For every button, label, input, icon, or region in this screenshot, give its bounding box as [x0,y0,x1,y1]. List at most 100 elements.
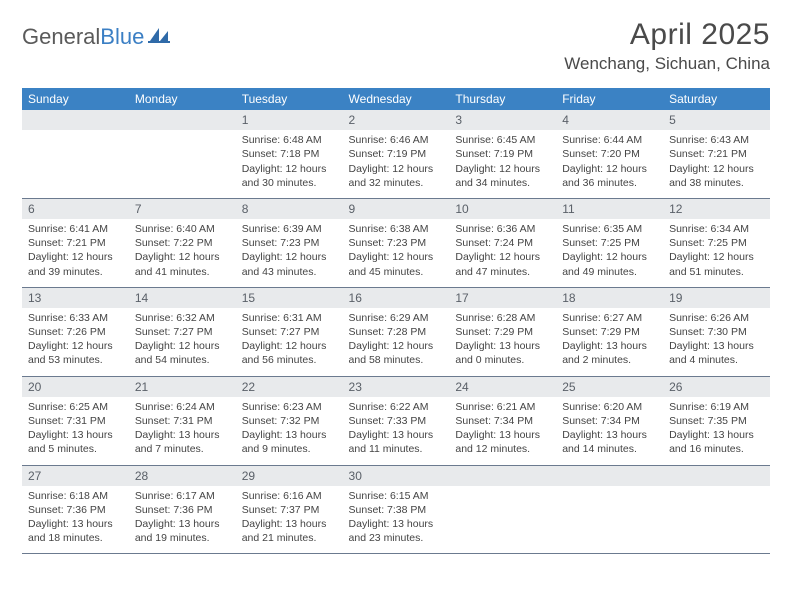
day-line: Daylight: 12 hours [562,250,657,264]
day-cell [22,110,129,198]
day-body: Sunrise: 6:22 AMSunset: 7:33 PMDaylight:… [343,397,450,465]
title-block: April 2025 Wenchang, Sichuan, China [564,18,770,74]
day-line: Sunrise: 6:40 AM [135,222,230,236]
month-title: April 2025 [564,18,770,52]
day-line: Sunset: 7:37 PM [242,503,337,517]
day-line: Sunset: 7:25 PM [562,236,657,250]
day-body: Sunrise: 6:36 AMSunset: 7:24 PMDaylight:… [449,219,556,287]
day-body: Sunrise: 6:26 AMSunset: 7:30 PMDaylight:… [663,308,770,376]
day-line: and 58 minutes. [349,353,444,367]
day-body: Sunrise: 6:46 AMSunset: 7:19 PMDaylight:… [343,130,450,198]
day-line: Sunrise: 6:31 AM [242,311,337,325]
day-line: Sunrise: 6:34 AM [669,222,764,236]
logo-text: GeneralBlue [22,24,144,50]
day-line: Daylight: 13 hours [562,339,657,353]
day-line: Daylight: 12 hours [349,250,444,264]
day-line: Sunrise: 6:20 AM [562,400,657,414]
day-cell: 19Sunrise: 6:26 AMSunset: 7:30 PMDayligh… [663,287,770,376]
day-cell [663,465,770,554]
day-line: Sunrise: 6:44 AM [562,133,657,147]
day-line: Sunset: 7:36 PM [135,503,230,517]
day-number: 22 [236,377,343,397]
day-line: Sunrise: 6:32 AM [135,311,230,325]
day-line: Sunset: 7:23 PM [242,236,337,250]
day-number: 11 [556,199,663,219]
day-body: Sunrise: 6:44 AMSunset: 7:20 PMDaylight:… [556,130,663,198]
day-number: 17 [449,288,556,308]
day-line: Sunset: 7:31 PM [28,414,123,428]
day-body [129,130,236,192]
day-number: 24 [449,377,556,397]
day-line: and 7 minutes. [135,442,230,456]
day-line: Daylight: 12 hours [242,339,337,353]
day-number: 8 [236,199,343,219]
day-number: 30 [343,466,450,486]
day-number: 6 [22,199,129,219]
day-line: Sunset: 7:32 PM [242,414,337,428]
day-body: Sunrise: 6:16 AMSunset: 7:37 PMDaylight:… [236,486,343,554]
day-body: Sunrise: 6:20 AMSunset: 7:34 PMDaylight:… [556,397,663,465]
day-cell: 10Sunrise: 6:36 AMSunset: 7:24 PMDayligh… [449,198,556,287]
day-number [22,110,129,130]
day-line: Daylight: 13 hours [135,517,230,531]
day-line: Sunrise: 6:22 AM [349,400,444,414]
day-body: Sunrise: 6:18 AMSunset: 7:36 PMDaylight:… [22,486,129,554]
day-body: Sunrise: 6:38 AMSunset: 7:23 PMDaylight:… [343,219,450,287]
day-line: and 21 minutes. [242,531,337,545]
day-number: 23 [343,377,450,397]
day-cell [556,465,663,554]
day-number: 1 [236,110,343,130]
day-line: Sunset: 7:21 PM [669,147,764,161]
day-header: Wednesday [343,88,450,110]
day-number: 18 [556,288,663,308]
day-cell: 15 Sunrise: 6:31 AMSunset: 7:27 PMDayligh… [236,287,343,376]
day-body: Sunrise: 6:35 AMSunset: 7:25 PMDaylight:… [556,219,663,287]
day-number: 2 [343,110,450,130]
day-number: 28 [129,466,236,486]
day-line: Sunrise: 6:45 AM [455,133,550,147]
day-line: Sunset: 7:30 PM [669,325,764,339]
day-header: Monday [129,88,236,110]
day-cell: 11Sunrise: 6:35 AMSunset: 7:25 PMDayligh… [556,198,663,287]
day-line: Daylight: 13 hours [28,428,123,442]
week-row: 20Sunrise: 6:25 AMSunset: 7:31 PMDayligh… [22,376,770,465]
day-line: Daylight: 13 hours [28,517,123,531]
day-line: Sunset: 7:23 PM [349,236,444,250]
day-line: Sunset: 7:38 PM [349,503,444,517]
day-line: Daylight: 12 hours [242,250,337,264]
day-body: Sunrise: 6:24 AMSunset: 7:31 PMDaylight:… [129,397,236,465]
day-line: Sunset: 7:26 PM [28,325,123,339]
day-number: 21 [129,377,236,397]
day-line: Sunset: 7:27 PM [242,325,337,339]
day-cell: 18Sunrise: 6:27 AMSunset: 7:29 PMDayligh… [556,287,663,376]
day-cell: 20Sunrise: 6:25 AMSunset: 7:31 PMDayligh… [22,376,129,465]
day-body: Sunrise: 6:21 AMSunset: 7:34 PMDaylight:… [449,397,556,465]
day-line: and 49 minutes. [562,265,657,279]
day-line: Sunrise: 6:25 AM [28,400,123,414]
calendar-body: 1Sunrise: 6:48 AMSunset: 7:18 PMDaylight… [22,110,770,554]
day-body: Sunrise: 6:32 AMSunset: 7:27 PMDaylight:… [129,308,236,376]
day-header: Sunday [22,88,129,110]
day-line: and 16 minutes. [669,442,764,456]
day-line: and 11 minutes. [349,442,444,456]
day-line: Sunrise: 6:23 AM [242,400,337,414]
day-line: Sunrise: 6:36 AM [455,222,550,236]
day-number: 5 [663,110,770,130]
day-cell: 22Sunrise: 6:23 AMSunset: 7:32 PMDayligh… [236,376,343,465]
day-cell: 3Sunrise: 6:45 AMSunset: 7:19 PMDaylight… [449,110,556,198]
day-cell: 30Sunrise: 6:15 AMSunset: 7:38 PMDayligh… [343,465,450,554]
day-cell: 13Sunrise: 6:33 AMSunset: 7:26 PMDayligh… [22,287,129,376]
day-number: 15 [236,288,343,308]
day-line: and 5 minutes. [28,442,123,456]
day-number: 25 [556,377,663,397]
day-line: and 32 minutes. [349,176,444,190]
day-number: 13 [22,288,129,308]
calendar-head: SundayMondayTuesdayWednesdayThursdayFrid… [22,88,770,110]
day-body: Sunrise: 6:29 AMSunset: 7:28 PMDaylight:… [343,308,450,376]
day-line: Sunrise: 6:18 AM [28,489,123,503]
day-body: Sunrise: 6:48 AMSunset: 7:18 PMDaylight:… [236,130,343,198]
day-line: and 2 minutes. [562,353,657,367]
day-line: Sunrise: 6:39 AM [242,222,337,236]
day-cell: 16Sunrise: 6:29 AMSunset: 7:28 PMDayligh… [343,287,450,376]
day-body: Sunrise: 6:15 AMSunset: 7:38 PMDaylight:… [343,486,450,554]
